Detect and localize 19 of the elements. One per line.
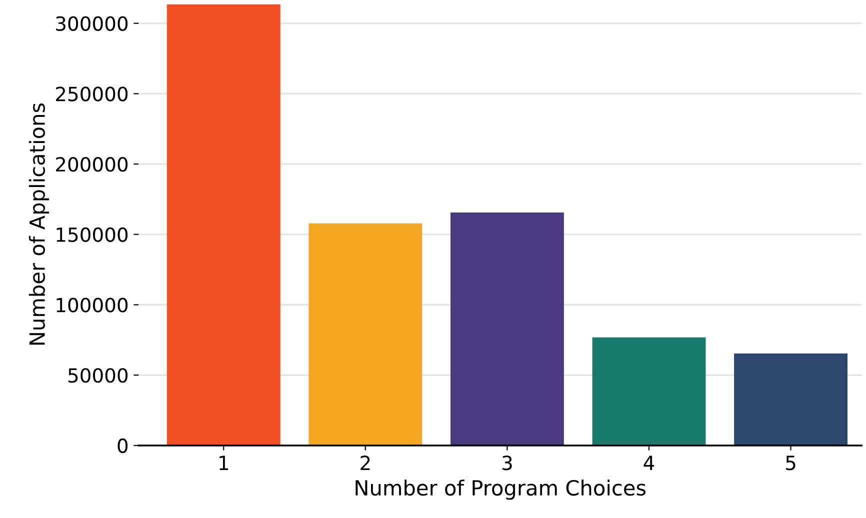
y-tick-label: 0 [118,438,128,454]
x-tick-label: 4 [644,456,654,470]
y-tick-label: 50000 [68,368,128,383]
x-axis-title: Number of Program Choices [356,480,646,500]
x-tick-label: 3 [502,456,512,470]
bar [734,353,848,446]
x-tick-label: 2 [360,456,370,470]
y-tick-label: 300000 [56,16,128,31]
x-tick-label: 5 [786,456,796,470]
bar [450,212,564,446]
y-tick-label: 200000 [56,157,128,172]
bar [592,337,706,446]
y-axis-title: Number of Applications [28,103,50,345]
y-tick-label: 100000 [56,298,128,312]
y-tick-label: 150000 [56,227,128,242]
bar [166,4,280,446]
bar [308,223,422,446]
y-tick-label: 250000 [56,86,128,102]
x-tick-label: 1 [220,456,228,470]
